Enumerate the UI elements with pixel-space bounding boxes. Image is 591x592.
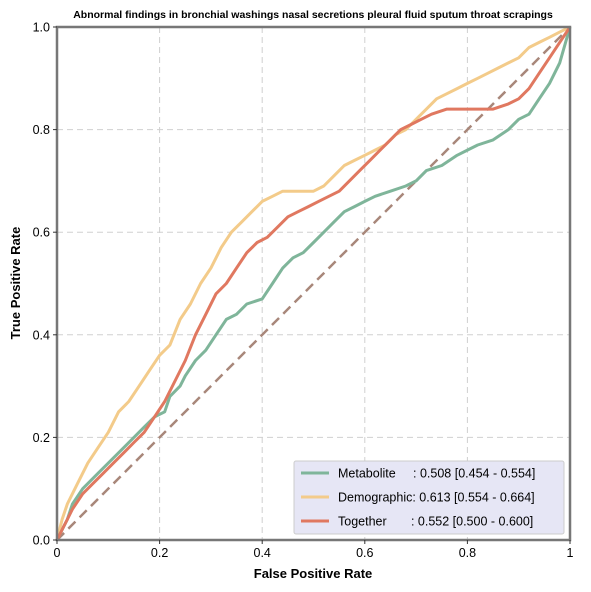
- y-axis-label: True Positive Rate: [8, 227, 23, 340]
- axes-frame: [55, 25, 572, 542]
- plot-area: 0 0.0 0.2 0.2 0.4 0.4 0.6 0.6 0.8 0.8 1 1.0 Metaboli…: [33, 21, 574, 561]
- legend-label-demographic: Demographic: 0.613 [0.554 - 0.664]: [338, 491, 535, 505]
- y-tick-label: 0.0: [33, 534, 50, 548]
- legend-box: [293, 460, 565, 535]
- y-tick-label: 0.2: [33, 431, 50, 445]
- series-line-demographic: [55, 25, 571, 541]
- x-axis-label: False Positive Rate: [254, 566, 373, 581]
- series-line-together: [55, 26, 572, 541]
- chart-title: Abnormal findings in bronchial washings …: [73, 9, 553, 21]
- y-tick-label: 0.8: [33, 123, 50, 137]
- y-tick-label: 1.0: [33, 21, 50, 35]
- chance-diagonal: [56, 26, 571, 541]
- x-tick-label: 0.4: [254, 546, 271, 560]
- y-tick-label: 0.4: [33, 328, 50, 342]
- y-tick-label: 0.6: [33, 226, 50, 240]
- legend-label-metabolite: Metabolite : 0.508 [0.454 - 0.554]: [338, 467, 535, 481]
- x-tick-label: 0.6: [356, 546, 373, 560]
- x-tick-label: 0.2: [151, 546, 168, 560]
- x-tick-label: 0: [54, 546, 61, 560]
- series-line-metabolite: [55, 26, 572, 541]
- x-tick-label: 1: [567, 546, 574, 560]
- legend-label-together: Together : 0.552 [0.500 - 0.600]: [338, 515, 533, 529]
- x-tick-label: 0.8: [459, 546, 476, 560]
